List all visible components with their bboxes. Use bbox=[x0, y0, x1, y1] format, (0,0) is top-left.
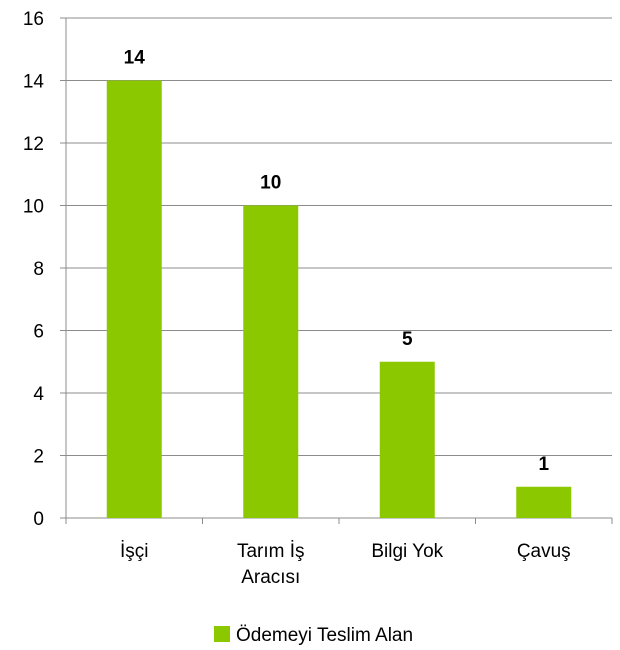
y-axis-ticks: 0 2 4 6 8 10 12 14 16 bbox=[23, 9, 45, 530]
x-tick-label: Bilgi Yok bbox=[371, 541, 443, 562]
y-tick-label: 10 bbox=[23, 197, 44, 218]
y-tick-label: 2 bbox=[33, 447, 44, 468]
y-tick-label: 8 bbox=[33, 259, 44, 280]
data-label: 14 bbox=[124, 48, 146, 69]
x-tick-label: Çavuş bbox=[517, 541, 571, 562]
x-tick-label-line: Aracısı bbox=[241, 567, 300, 588]
x-tick-label-line: Bilgi Yok bbox=[371, 541, 443, 562]
legend-label: Ödemeyi Teslim Alan bbox=[236, 625, 413, 646]
data-label: 10 bbox=[260, 173, 281, 194]
x-tick-label-line: İşçi bbox=[120, 541, 149, 562]
y-tick-label: 12 bbox=[23, 134, 44, 155]
y-tick-label: 6 bbox=[33, 322, 44, 343]
x-tick-label: İşçi bbox=[120, 541, 149, 562]
data-labels: 14 10 5 1 bbox=[124, 48, 550, 475]
y-tick-label: 14 bbox=[23, 72, 45, 93]
bars bbox=[106, 80, 572, 518]
bar bbox=[106, 80, 162, 518]
y-tick-label: 4 bbox=[33, 384, 44, 405]
bar bbox=[243, 205, 299, 518]
data-label: 1 bbox=[538, 454, 549, 475]
bar bbox=[516, 486, 572, 518]
y-tick-label: 0 bbox=[33, 509, 44, 530]
x-tick-label-line: Tarım İş bbox=[237, 541, 305, 562]
x-axis-labels: İşçi Tarım İş Aracısı Bilgi Yok Çavuş bbox=[120, 541, 571, 588]
data-label: 5 bbox=[402, 329, 413, 350]
x-tick-label-line: Çavuş bbox=[517, 541, 571, 562]
y-tick-label: 16 bbox=[23, 9, 44, 30]
x-tick-label: Tarım İş Aracısı bbox=[237, 541, 305, 588]
legend-swatch bbox=[214, 626, 230, 642]
bar bbox=[379, 361, 435, 518]
legend: Ödemeyi Teslim Alan bbox=[214, 625, 413, 646]
